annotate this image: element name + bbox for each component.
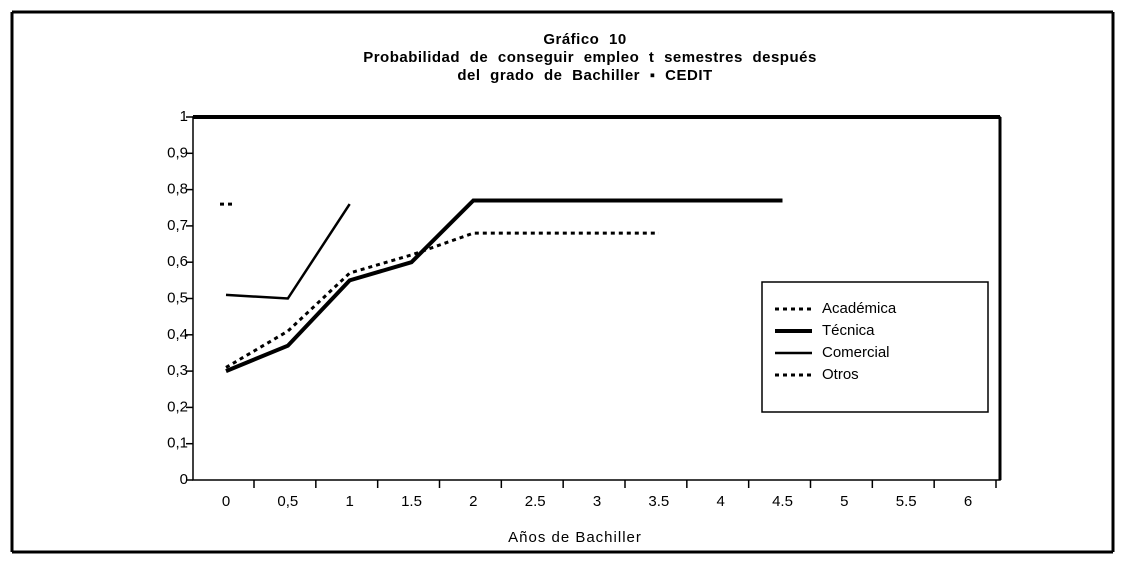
y-tick-label: 0,8 bbox=[167, 181, 188, 198]
x-tick-label: 0,5 bbox=[277, 493, 298, 510]
plot-area bbox=[192, 116, 1001, 481]
x-tick-label: 4 bbox=[716, 493, 724, 510]
y-tick-label: 0,5 bbox=[167, 289, 188, 306]
chart-title: del grado de Bachiller ▪ CEDIT bbox=[457, 67, 712, 84]
series-line bbox=[225, 203, 351, 300]
x-tick-label: 2 bbox=[469, 493, 477, 510]
legend-label: Académica bbox=[822, 300, 897, 317]
legend-label: Técnica bbox=[822, 322, 875, 339]
x-axis-label: Años de Bachiller bbox=[508, 529, 642, 546]
y-tick-label: 0,3 bbox=[167, 362, 188, 379]
chart-title: Probabilidad de conseguir empleo t semes… bbox=[363, 49, 817, 66]
x-tick-label: 1 bbox=[345, 493, 353, 510]
y-tick-label: 0,1 bbox=[167, 435, 188, 452]
y-tick-label: 0,2 bbox=[167, 398, 188, 415]
x-tick-label: 4.5 bbox=[772, 493, 793, 510]
y-tick-label: 0,4 bbox=[167, 326, 188, 343]
y-tick-label: 0,6 bbox=[167, 253, 188, 270]
series-line bbox=[225, 231, 659, 369]
y-tick-label: 0,9 bbox=[167, 144, 188, 161]
chart-title: Gráfico 10 bbox=[543, 31, 626, 48]
y-tick-label: 0,7 bbox=[167, 217, 188, 234]
x-tick-label: 5 bbox=[840, 493, 848, 510]
x-tick-label: 0 bbox=[222, 493, 230, 510]
y-tick-label: 1 bbox=[180, 108, 188, 125]
x-tick-label: 3.5 bbox=[648, 493, 669, 510]
series-line bbox=[225, 198, 783, 373]
legend-label: Otros bbox=[822, 366, 859, 383]
x-tick-label: 1.5 bbox=[401, 493, 422, 510]
x-tick-label: 2.5 bbox=[525, 493, 546, 510]
y-tick-label: 0 bbox=[180, 471, 188, 488]
x-tick-label: 5.5 bbox=[896, 493, 917, 510]
x-tick-label: 3 bbox=[593, 493, 601, 510]
x-tick-label: 6 bbox=[964, 493, 972, 510]
legend bbox=[761, 281, 989, 413]
legend-label: Comercial bbox=[822, 344, 890, 361]
